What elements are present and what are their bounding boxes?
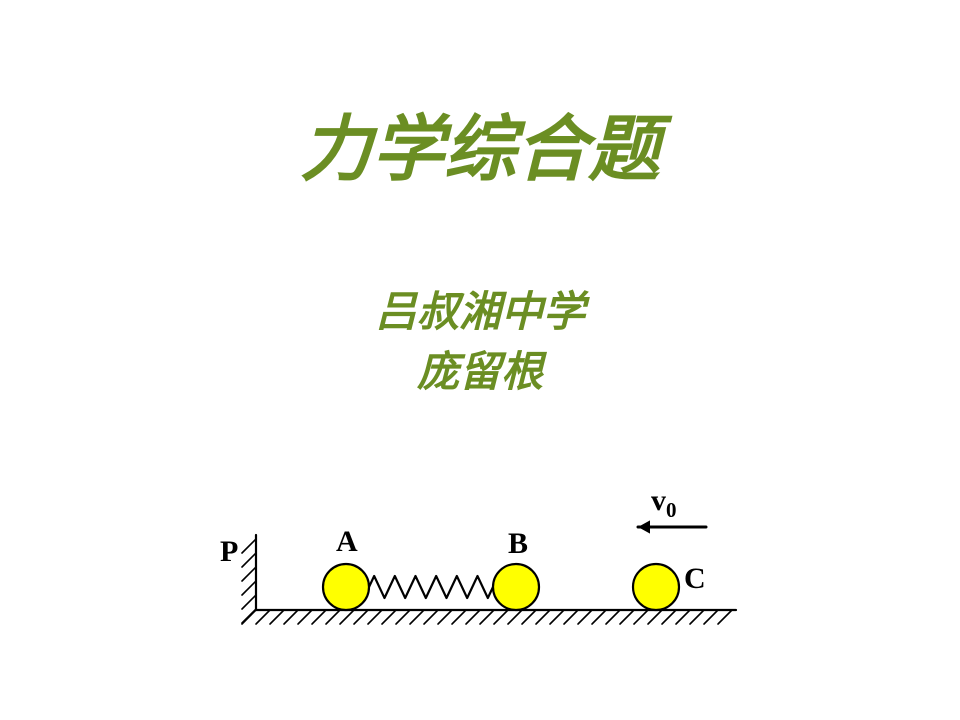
label-b: B bbox=[508, 527, 528, 561]
label-p: P bbox=[220, 535, 238, 569]
label-v0: v0 bbox=[651, 484, 677, 523]
subtitle-author: 庞留根 bbox=[0, 338, 960, 399]
label-c: C bbox=[684, 562, 706, 596]
subtitle-school: 吕叔湘中学 bbox=[0, 278, 960, 339]
slide: 力学综合题 吕叔湘中学 庞留根 P A B C v0 bbox=[0, 0, 960, 720]
slide-title: 力学综合题 bbox=[0, 90, 960, 195]
physics-diagram: P A B C v0 bbox=[226, 480, 746, 650]
label-a: A bbox=[336, 525, 358, 559]
